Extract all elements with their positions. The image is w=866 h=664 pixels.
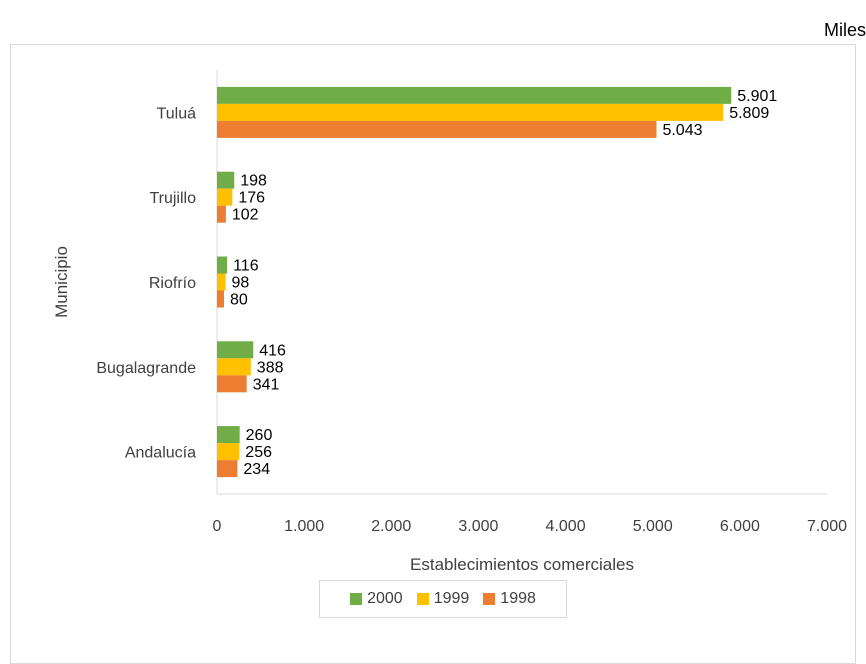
legend-label-1998: 1998: [500, 590, 536, 607]
x-tick-label: 3.000: [458, 518, 498, 535]
bar-1998: [217, 120, 657, 138]
x-tick-label: 6.000: [720, 518, 760, 535]
data-label-1999: 256: [245, 444, 272, 461]
legend-label-2000: 2000: [367, 590, 403, 607]
data-label-2000: 416: [259, 342, 286, 359]
bar-2000: [217, 256, 228, 274]
x-axis-title: Establecimientos comerciales: [410, 555, 634, 574]
legend-item-1999: 1999: [416, 590, 470, 608]
y-axis-title: Municipio: [52, 246, 71, 318]
bar-1999: [217, 103, 724, 121]
bar-1999: [217, 443, 240, 461]
data-label-1998: 341: [253, 376, 280, 393]
category-label: Andalucía: [125, 445, 196, 462]
bar-2000: [217, 341, 254, 359]
category-label: Bugalagrande: [96, 360, 196, 377]
category-label: Tuluá: [157, 105, 197, 122]
x-tick-label: 7.000: [807, 518, 847, 535]
data-label-1998: 5.043: [662, 122, 702, 139]
bar-1998: [217, 290, 224, 308]
data-label-1999: 388: [257, 359, 284, 376]
data-label-1998: 80: [230, 292, 248, 309]
legend-swatch-1998: [483, 593, 496, 605]
units-label: Miles: [823, 20, 866, 40]
category-labels-group: Tuluá Trujillo Riofrío Bugalagrande Andalucí…: [96, 105, 196, 461]
x-tick-label: 0: [213, 518, 222, 535]
bar-2000: [217, 171, 235, 189]
data-label-1999: 98: [232, 275, 250, 292]
x-tick-label: 5.000: [633, 518, 673, 535]
legend-item-2000: 2000: [350, 590, 403, 608]
data-label-1999: 5.809: [729, 105, 769, 122]
data-label-2000: 116: [233, 258, 259, 275]
category-label: Riofrío: [149, 275, 196, 292]
category-label: Trujillo: [149, 190, 196, 207]
data-label-2000: 198: [240, 173, 267, 190]
bar-1998: [217, 375, 247, 393]
data-label-2000: 260: [246, 427, 273, 444]
x-tick-label: 4.000: [546, 518, 586, 535]
data-label-2000: 5.901: [737, 88, 777, 105]
data-label-1998: 234: [243, 461, 270, 478]
bar-2000: [217, 86, 732, 104]
data-label-1999: 176: [238, 190, 265, 207]
legend: 2000 1999 1998: [319, 580, 567, 618]
bar-1998: [217, 460, 238, 478]
bar-2000: [217, 426, 240, 444]
legend-item-1998: 1998: [483, 590, 536, 608]
legend-swatch-1999: [416, 593, 429, 605]
x-tick-label: 1.000: [284, 518, 324, 535]
data-label-1998: 102: [232, 207, 259, 224]
bar-1998: [217, 205, 226, 223]
x-ticks-group: 0 1.000 2.000 3.000 4.000 5.000 6.000 7.000: [213, 518, 848, 535]
bar-1999: [217, 358, 251, 376]
legend-label-1999: 1999: [433, 590, 470, 607]
bar-1999: [217, 188, 233, 206]
legend-swatch-2000: [350, 593, 363, 605]
bar-1999: [217, 273, 226, 291]
x-tick-label: 2.000: [371, 518, 411, 535]
